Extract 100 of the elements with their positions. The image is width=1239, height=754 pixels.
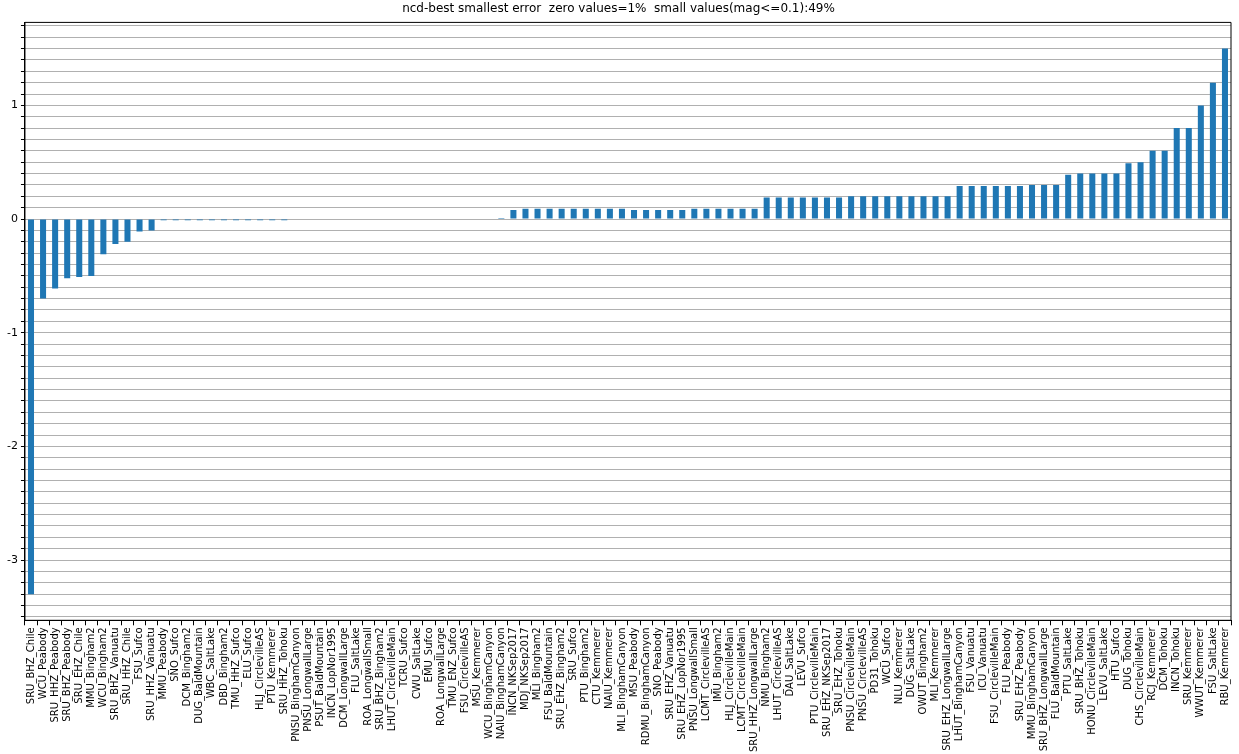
x-tick-label: SRU_EHZ_NKSep2017: [820, 627, 833, 737]
bar: [76, 219, 83, 278]
bar: [703, 208, 710, 219]
bar: [980, 186, 987, 219]
bar: [1185, 128, 1192, 219]
x-tick-label: RDMU_BinghamCanyon: [639, 627, 652, 746]
bar: [1041, 184, 1048, 219]
x-tick-label: ELU_Sufco: [241, 627, 254, 679]
x-tick-label: FSU_CirclevilleMain: [989, 627, 1002, 724]
bar: [896, 196, 903, 219]
bar: [124, 219, 131, 242]
x-tick-label: WBC_SaltLake: [205, 627, 218, 699]
x-tick-label: SRU_Sufco: [567, 627, 580, 681]
bar: [1089, 173, 1096, 219]
bar: [1149, 150, 1156, 219]
bar: [522, 208, 529, 219]
x-tick-label: SRU_BHZ_Tohoku: [1073, 627, 1086, 714]
x-tick-label: LEVU_SaltLake: [1097, 627, 1110, 701]
x-tick-label: SRU_BHZ_Chile: [24, 627, 37, 705]
bar: [763, 197, 770, 219]
x-tick-label: SRU_BHZ_Peabody: [60, 627, 73, 722]
x-tick-label: ICU_Vanuatu: [977, 627, 990, 691]
x-tick-label: IMU_Bingham2: [712, 627, 725, 703]
x-tick-label: RCJ_Kemmerer: [1146, 626, 1159, 701]
bar: [823, 197, 830, 219]
x-tick-label: EMU_Sufco: [422, 627, 435, 683]
x-tick-label: TMU_ENZ_Sufco: [446, 627, 459, 709]
x-tick-label: WCU_Peabody: [36, 627, 49, 700]
x-tick-label: RBU_Kemmerer: [1218, 626, 1231, 706]
x-tick-label: HLJ_CirclevilleMain: [724, 627, 737, 721]
bar: [148, 219, 155, 231]
x-tick-label: LEVU_Sufco: [796, 627, 809, 687]
bar: [510, 209, 517, 219]
x-tick-label: ROA_LongwallLarge: [434, 627, 447, 726]
bar: [872, 196, 879, 219]
x-tick-label: SRU_BHZ_Bingham2: [374, 627, 387, 731]
bar: [1053, 184, 1060, 219]
x-tick-label: SRU_Kemmerer: [1182, 626, 1195, 705]
bar: [908, 196, 915, 219]
bar: [40, 219, 47, 299]
bar: [1197, 105, 1204, 219]
x-tick-label: MLI_Kemmerer: [929, 626, 942, 702]
bar: [1004, 186, 1011, 219]
y-tick-label: 1: [10, 98, 18, 112]
bar: [1221, 48, 1228, 219]
y-tick-label: -3: [7, 552, 18, 566]
x-tick-label: SRU_BHZ_LongwallLarge: [1037, 627, 1050, 752]
bar: [992, 186, 999, 219]
x-tick-label: SRU_EHZ_LopNor1995: [675, 627, 688, 740]
x-tick-label: PNSU_LongwallSmall: [687, 627, 700, 732]
x-tick-label: WCU_Bingham2: [96, 627, 109, 708]
x-tick-label: INCN_Tohoku: [1170, 627, 1183, 692]
bar: [787, 197, 794, 219]
x-tick-label: LHUT_CirclevilleAS: [772, 627, 785, 721]
bar: [679, 209, 686, 219]
bar: [1209, 82, 1216, 219]
x-tick-label: DUG_Tohoku: [1122, 627, 1135, 690]
x-tick-label: LHUT_CirclevilleMain: [386, 627, 399, 732]
bar: [52, 219, 59, 289]
bar: [1137, 162, 1144, 219]
bar: [631, 209, 638, 219]
x-tick-label: DUG_SaltLake: [905, 627, 917, 698]
bar: [956, 186, 963, 219]
x-tick-label: PSUT_BaldMountain: [314, 627, 327, 727]
x-tick-label: WCU_BinghamCanyon: [482, 627, 495, 739]
x-tick-label: NAIU_BinghamCanyon: [494, 627, 507, 740]
x-tick-label: CWU_SaltLake: [410, 627, 423, 699]
x-tick-label: OWUT_Bingham2: [917, 627, 930, 715]
x-tick-label: LCMT_CirclevilleAS: [699, 627, 712, 722]
bar: [860, 196, 867, 219]
bar: [715, 208, 722, 219]
bar: [727, 208, 734, 219]
bar: [920, 196, 927, 219]
bar: [775, 197, 782, 219]
bar: [64, 219, 71, 279]
x-tick-label: HLJ_CirclevilleAS: [253, 627, 266, 711]
bar: [546, 208, 553, 219]
x-tick-label: FSU_CirclevilleAS: [458, 627, 471, 714]
x-tick-label: PTU_SaltLake: [1061, 627, 1074, 695]
bar: [594, 208, 601, 219]
bar: [1028, 184, 1036, 219]
bar: [1125, 163, 1132, 219]
x-tick-label: DCM_Bingham2: [181, 627, 194, 707]
bar: [968, 186, 975, 219]
bar: [27, 219, 35, 595]
x-tick-label: ROA_LongwallSmall: [362, 627, 375, 726]
x-tick-label: SRU_EHZ_Vanuatu: [663, 627, 676, 720]
x-tick-label: SRU_HHZ_Chile: [121, 627, 134, 705]
x-tick-label: CHS_CirclevilleMain: [1134, 627, 1147, 726]
x-tick-label: SRU_HHZ_Tohoku: [277, 627, 290, 715]
bar: [811, 197, 818, 219]
x-tick-label: CTU_Kemmerer: [591, 626, 604, 705]
x-tick-label: PNSU_CirclevilleAS: [856, 627, 869, 722]
bar: [100, 219, 107, 255]
y-tick-label: 0: [10, 211, 18, 225]
x-tick-label: SRU_BHZ_Vanuatu: [109, 627, 122, 721]
bar: [691, 208, 698, 219]
bar: [836, 197, 843, 219]
bar: [1065, 174, 1072, 219]
bar: [1161, 150, 1168, 219]
